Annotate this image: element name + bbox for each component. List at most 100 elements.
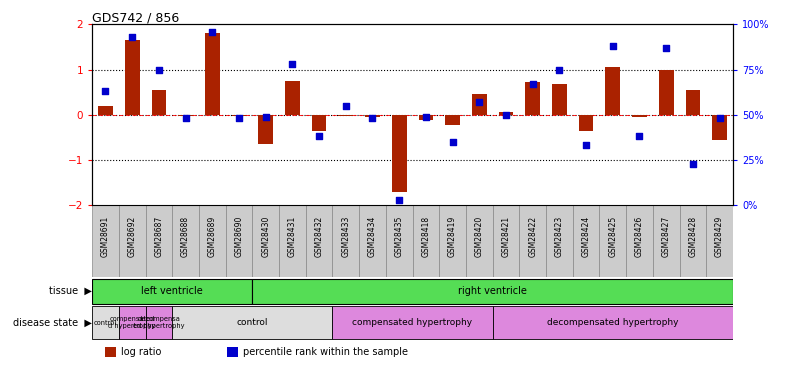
Bar: [525, 82, 540, 115]
Text: disease state  ▶: disease state ▶: [13, 318, 91, 328]
Bar: [632, 115, 647, 117]
Bar: [599, 205, 626, 278]
Bar: [365, 115, 380, 117]
Point: [99, 88, 112, 94]
Bar: [419, 115, 433, 120]
Text: percentile rank within the sample: percentile rank within the sample: [243, 347, 408, 357]
Text: compensated
d hypertrophy: compensated d hypertrophy: [108, 316, 156, 329]
Bar: [498, 112, 513, 115]
Text: GSM28424: GSM28424: [582, 216, 590, 257]
Text: GSM28432: GSM28432: [315, 216, 324, 257]
Bar: [151, 90, 167, 115]
Text: decompensa
ed hypertrophy: decompensa ed hypertrophy: [133, 316, 184, 329]
Text: left ventricle: left ventricle: [141, 286, 203, 296]
Bar: [279, 205, 306, 278]
Text: GSM28425: GSM28425: [608, 216, 618, 257]
Text: GSM28687: GSM28687: [155, 216, 163, 257]
Bar: [472, 94, 487, 115]
Point: [473, 99, 485, 105]
Bar: [125, 40, 139, 115]
Point: [713, 116, 726, 122]
Text: GSM28430: GSM28430: [261, 216, 270, 257]
Bar: [679, 205, 706, 278]
Point: [366, 116, 379, 122]
Bar: [98, 106, 113, 115]
Bar: [493, 205, 519, 278]
Text: GSM28423: GSM28423: [555, 216, 564, 257]
Bar: [231, 115, 247, 116]
Text: GSM28422: GSM28422: [528, 216, 537, 257]
Bar: [546, 205, 573, 278]
Bar: [653, 205, 679, 278]
Bar: [227, 347, 238, 357]
Text: GSM28434: GSM28434: [368, 216, 377, 257]
Text: GSM28689: GSM28689: [207, 216, 217, 257]
Bar: [626, 205, 653, 278]
Bar: [119, 306, 146, 339]
Point: [580, 142, 593, 148]
Bar: [386, 205, 413, 278]
Text: GSM28429: GSM28429: [715, 216, 724, 257]
Bar: [413, 205, 439, 278]
Text: GSM28431: GSM28431: [288, 216, 297, 257]
Point: [126, 34, 139, 40]
Bar: [119, 205, 146, 278]
Text: GSM28691: GSM28691: [101, 216, 110, 257]
Bar: [285, 81, 300, 115]
Bar: [339, 115, 353, 116]
Bar: [392, 115, 406, 192]
Point: [340, 103, 352, 109]
Bar: [439, 205, 466, 278]
Point: [420, 114, 433, 120]
Bar: [105, 347, 116, 357]
Bar: [312, 115, 327, 130]
Text: tissue  ▶: tissue ▶: [49, 286, 91, 296]
Bar: [252, 205, 279, 278]
Text: GDS742 / 856: GDS742 / 856: [92, 11, 179, 24]
Text: GSM28426: GSM28426: [635, 216, 644, 257]
Point: [686, 160, 699, 166]
Text: GSM28428: GSM28428: [688, 216, 698, 257]
Text: GSM28418: GSM28418: [421, 216, 430, 257]
Bar: [466, 205, 493, 278]
Text: right ventricle: right ventricle: [458, 286, 527, 296]
Bar: [706, 205, 733, 278]
Bar: [579, 115, 594, 130]
Bar: [332, 306, 493, 339]
Bar: [519, 205, 546, 278]
Bar: [92, 205, 119, 278]
Text: GSM28690: GSM28690: [235, 216, 244, 257]
Point: [446, 139, 459, 145]
Text: GSM28419: GSM28419: [448, 216, 457, 257]
Bar: [573, 205, 599, 278]
Point: [179, 116, 192, 122]
Text: decompensated hypertrophy: decompensated hypertrophy: [547, 318, 678, 327]
Point: [286, 61, 299, 67]
Bar: [659, 69, 674, 115]
Point: [553, 66, 566, 72]
Bar: [606, 67, 620, 115]
Text: control: control: [236, 318, 268, 327]
Bar: [199, 205, 226, 278]
Bar: [445, 115, 460, 125]
Bar: [306, 205, 332, 278]
Text: control: control: [94, 320, 117, 326]
Point: [392, 196, 405, 202]
Point: [606, 43, 619, 49]
Point: [500, 112, 513, 118]
Text: GSM28421: GSM28421: [501, 216, 510, 257]
Text: compensated hypertrophy: compensated hypertrophy: [352, 318, 473, 327]
Point: [660, 45, 673, 51]
Point: [232, 116, 245, 122]
Bar: [686, 90, 700, 115]
Bar: [92, 279, 252, 304]
Bar: [552, 84, 567, 115]
Bar: [146, 205, 172, 278]
Point: [152, 66, 165, 72]
Bar: [252, 279, 733, 304]
Text: GSM28420: GSM28420: [475, 216, 484, 257]
Text: GSM28688: GSM28688: [181, 216, 190, 257]
Bar: [172, 205, 199, 278]
Bar: [332, 205, 359, 278]
Bar: [146, 306, 172, 339]
